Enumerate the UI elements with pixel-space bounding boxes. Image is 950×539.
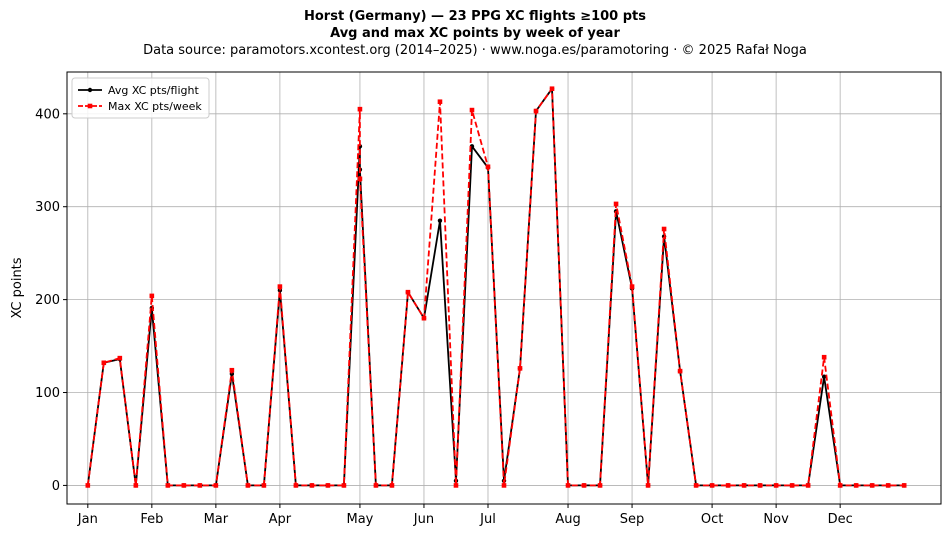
data-point-max <box>165 483 171 488</box>
data-point-max <box>533 108 539 114</box>
x-tick-label: Jun <box>413 512 434 527</box>
data-point-max <box>741 483 747 488</box>
legend-label-1: Avg XC pts/flight <box>108 84 199 97</box>
data-point-max <box>325 483 331 488</box>
data-point-max <box>693 483 699 488</box>
data-point-max <box>869 483 875 488</box>
x-tick-label: Jan <box>77 512 98 527</box>
data-point-max <box>117 355 123 361</box>
legend-marker-2 <box>87 103 93 109</box>
data-point-max <box>581 483 587 488</box>
chart-title: Horst (Germany) — 23 PPG XC flights ≥100… <box>303 9 647 24</box>
y-axis-label: XC points <box>10 257 25 318</box>
x-tick-label: Apr <box>269 512 292 527</box>
data-point-max <box>373 483 379 488</box>
x-tick-label: Oct <box>701 512 723 527</box>
data-point-max <box>549 86 555 92</box>
data-point-max <box>725 483 731 488</box>
x-tick-label: Aug <box>555 512 580 527</box>
legend-marker-1 <box>87 87 93 93</box>
data-point-max <box>245 483 251 488</box>
data-point-max <box>757 483 763 488</box>
y-tick-label: 100 <box>35 386 60 401</box>
data-point-avg <box>821 374 827 379</box>
data-point-max <box>501 483 507 488</box>
data-point-max <box>213 483 219 488</box>
data-point-max <box>85 483 91 488</box>
legend-box <box>71 77 210 119</box>
series-line-1 <box>86 87 905 487</box>
data-point-avg <box>437 218 443 223</box>
data-point-max <box>645 483 651 488</box>
data-point-max <box>821 354 827 360</box>
x-tick-label: Sep <box>620 512 645 527</box>
data-point-max <box>133 483 139 488</box>
data-point-max <box>437 99 443 105</box>
chart-subtitle-bold: Avg and max XC points by week of year <box>330 26 620 41</box>
data-point-max <box>389 483 395 488</box>
data-point-max <box>357 176 363 182</box>
x-tick-label: Mar <box>204 512 229 527</box>
x-tick-label: May <box>346 512 373 527</box>
x-tick-label: Feb <box>140 512 163 527</box>
x-tick-label: Jul <box>479 512 496 527</box>
y-tick-label: 300 <box>35 200 60 215</box>
legend-label-2: Max XC pts/week <box>108 100 202 113</box>
y-tick-label: 0 <box>52 479 60 494</box>
data-point-max <box>677 368 683 374</box>
data-point-max <box>661 226 667 232</box>
data-point-max <box>773 483 779 488</box>
plot-frame <box>66 71 942 505</box>
data-point-max <box>309 483 315 488</box>
data-point-max <box>789 483 795 488</box>
data-point-max <box>229 367 235 373</box>
data-point-max <box>597 483 603 488</box>
data-point-max <box>101 360 107 366</box>
data-point-max <box>149 293 155 299</box>
data-point-max <box>709 483 715 488</box>
data-point-max <box>341 483 347 488</box>
data-point-max <box>181 483 187 488</box>
data-point-max <box>853 483 859 488</box>
data-point-max <box>197 483 203 488</box>
x-tick-label: Dec <box>828 512 853 527</box>
data-point-max <box>805 483 811 488</box>
x-tick-label: Nov <box>763 512 789 527</box>
data-point-max <box>405 289 411 295</box>
data-point-max <box>837 483 843 488</box>
chart-title-block: Horst (Germany) — 23 PPG XC flights ≥100… <box>0 8 950 59</box>
data-point-max <box>485 164 491 170</box>
data-point-max <box>901 483 907 488</box>
y-tick-label: 200 <box>35 293 60 308</box>
y-tick-label: 400 <box>35 107 60 122</box>
series-line-2 <box>86 87 905 487</box>
data-point-max <box>453 483 459 488</box>
data-point-max <box>469 107 475 113</box>
data-point-max <box>293 483 299 488</box>
data-point-max <box>517 366 523 371</box>
data-point-max <box>421 315 427 321</box>
data-point-max <box>565 483 571 488</box>
data-point-max <box>277 284 283 289</box>
chart-source-line: Data source: paramotors.xcontest.org (20… <box>143 43 807 58</box>
data-point-max <box>885 483 891 488</box>
data-point-max <box>261 483 267 488</box>
data-point-max <box>613 201 619 207</box>
data-point-max <box>357 106 363 112</box>
data-point-max <box>629 284 635 289</box>
